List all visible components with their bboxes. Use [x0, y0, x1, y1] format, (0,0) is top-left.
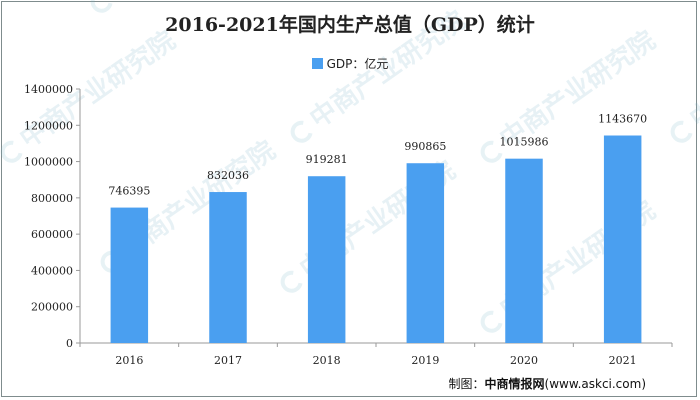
data-label: 1143670: [598, 113, 647, 126]
x-tick-label: 2016: [115, 354, 143, 367]
bar: [603, 135, 642, 343]
source-name: 中商情报网: [484, 377, 545, 391]
data-label: 919281: [306, 153, 348, 166]
y-tick-label: 200000: [31, 301, 73, 314]
y-tick-label: 0: [66, 337, 73, 350]
data-label: 746395: [108, 185, 150, 198]
y-tick-label: 800000: [31, 192, 73, 205]
bar: [110, 207, 149, 343]
y-tick-label: 1400000: [24, 83, 73, 96]
bar: [307, 176, 346, 343]
legend-swatch: [311, 58, 323, 69]
y-tick-label: 1000000: [24, 156, 73, 169]
x-tick-label: 2017: [214, 354, 242, 367]
data-label: 832036: [207, 169, 249, 182]
x-tick-label: 2020: [510, 354, 538, 367]
y-tick-label: 600000: [31, 228, 73, 241]
y-tick-label: 1200000: [24, 119, 73, 132]
x-tick-label: 2018: [313, 354, 341, 367]
x-tick-label: 2019: [411, 354, 439, 367]
x-tick-label: 2021: [609, 354, 637, 367]
source-prefix: 制图：: [448, 377, 485, 391]
chart-title: 2016-2021年国内生产总值（GDP）统计: [165, 14, 535, 36]
bar: [505, 158, 543, 343]
bar: [406, 163, 445, 343]
source-url: (www.askci.com): [544, 377, 646, 391]
legend-label: GDP：亿元: [326, 57, 389, 71]
bar: [209, 192, 247, 343]
source-credit: 制图：中商情报网(www.askci.com): [449, 375, 646, 392]
legend: GDP：亿元: [0, 55, 700, 72]
data-label: 1015986: [500, 136, 549, 149]
y-tick-label: 400000: [31, 264, 73, 277]
data-label: 990865: [404, 140, 446, 153]
